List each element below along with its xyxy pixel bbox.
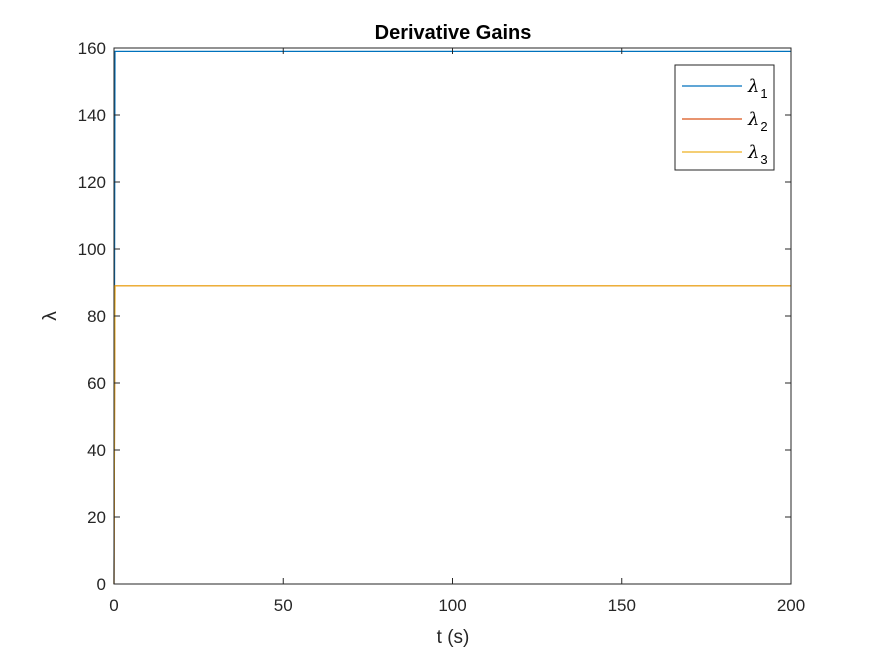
- legend-symbol: λ: [747, 142, 759, 163]
- y-tick-label: 100: [78, 240, 106, 259]
- legend-subscript: 2: [760, 119, 767, 134]
- y-tick-label: 40: [87, 441, 106, 460]
- legend-symbol: λ: [747, 76, 759, 97]
- legend-label-1: λ1: [747, 76, 768, 101]
- y-axis-label: λ: [40, 311, 61, 321]
- x-tick-label: 150: [608, 596, 636, 615]
- x-axis-label: t (s): [437, 627, 470, 648]
- chart-title: Derivative Gains: [375, 22, 532, 44]
- y-tick-label: 0: [97, 575, 106, 594]
- y-tick-label: 140: [78, 106, 106, 125]
- y-tick-label: 60: [87, 374, 106, 393]
- x-tick-label: 200: [777, 596, 805, 615]
- legend-label-3: λ3: [747, 142, 768, 167]
- y-tick-label: 80: [87, 307, 106, 326]
- series-line-2: [113, 285, 791, 585]
- x-tick-label: 100: [438, 596, 466, 615]
- series-line-3: [113, 285, 791, 585]
- y-tick-label: 160: [78, 39, 106, 58]
- y-tick-label: 120: [78, 173, 106, 192]
- x-tick-label: 0: [109, 596, 118, 615]
- y-axis: 0 20 40 60 80 100 120 140 160: [78, 39, 791, 594]
- legend-label-2: λ2: [747, 109, 768, 134]
- x-tick-label: 50: [274, 596, 293, 615]
- legend-subscript: 3: [760, 152, 767, 167]
- legend-subscript: 1: [760, 86, 767, 101]
- y-tick-label: 20: [87, 508, 106, 527]
- x-axis: 0 50 100 150 200: [109, 48, 805, 615]
- legend-symbol: λ: [747, 109, 759, 130]
